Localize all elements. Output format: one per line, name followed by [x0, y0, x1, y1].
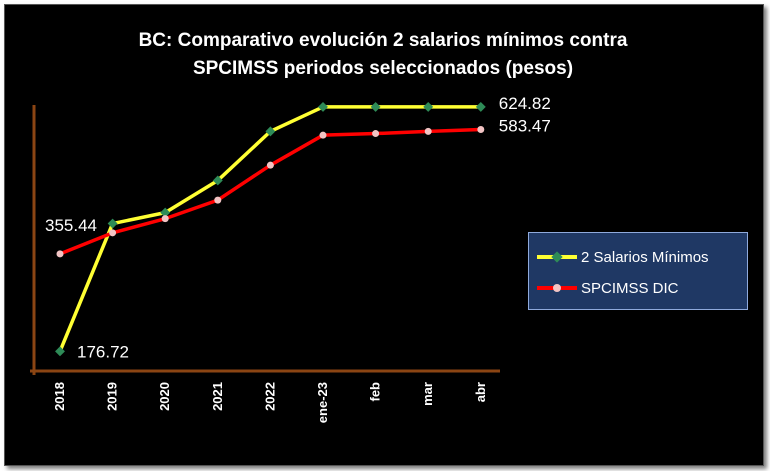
chart-title-line-1: BC: Comparativo evolución 2 salarios mín… — [139, 30, 628, 51]
x-tick-label: 2019 — [105, 382, 120, 411]
data-point-spcimss — [161, 215, 169, 223]
x-tick-label: 2021 — [210, 382, 225, 411]
legend-diamond-marker — [551, 251, 563, 263]
x-tick-label: feb — [368, 382, 383, 402]
data-label: 176.72 — [77, 342, 129, 361]
legend: 2 Salarios Mínimos SPCIMSS DIC — [528, 232, 748, 310]
x-tick-label: 2020 — [157, 382, 172, 411]
data-point-salarios — [55, 346, 65, 357]
legend-item-spcimss: SPCIMSS DIC — [535, 275, 743, 301]
data-point-spcimss — [424, 127, 432, 135]
label-layer: 176.72 355.44 624.82 583.47 — [45, 94, 551, 361]
x-tick-label: 2018 — [52, 382, 67, 411]
x-tick-label: abr — [473, 382, 488, 402]
series-line-1 — [59, 127, 481, 256]
data-label: 355.44 — [45, 216, 97, 235]
data-point-salarios — [475, 101, 486, 112]
data-label: 583.47 — [499, 116, 551, 135]
data-label: 624.82 — [499, 94, 551, 113]
data-point-salarios — [265, 126, 276, 137]
data-point-spcimss — [266, 161, 274, 169]
x-tick-label: 2022 — [262, 382, 277, 411]
legend-label-2-salarios: 2 Salarios Mínimos — [581, 248, 709, 266]
data-point-spcimss — [109, 229, 117, 237]
data-point-spcimss — [56, 250, 64, 258]
data-point-spcimss — [372, 130, 380, 138]
legend-circle-marker — [553, 284, 561, 292]
data-point-salarios — [160, 207, 171, 218]
chart-title-line-2: SPCIMSS periodos seleccionados (pesos) — [193, 58, 573, 79]
data-point-spcimss — [477, 125, 485, 133]
x-tick-label: ene-23 — [315, 382, 330, 423]
data-point-spcimss — [214, 196, 222, 204]
data-point-salarios — [370, 101, 381, 112]
legend-swatch-red-line — [535, 275, 579, 301]
x-tick-label: mar — [420, 382, 435, 406]
legend-swatch-yellow-line — [535, 244, 579, 270]
legend-item-2-salarios: 2 Salarios Mínimos — [535, 244, 743, 270]
data-point-spcimss — [319, 131, 327, 139]
series-layer — [55, 101, 486, 357]
legend-label-spcimss: SPCIMSS DIC — [581, 279, 679, 297]
data-point-salarios — [423, 101, 434, 112]
data-point-salarios — [212, 175, 223, 186]
axes: 2018 2019 2020 2021 2022 ene-23 feb mar abr — [30, 105, 500, 423]
data-point-salarios — [107, 218, 118, 229]
